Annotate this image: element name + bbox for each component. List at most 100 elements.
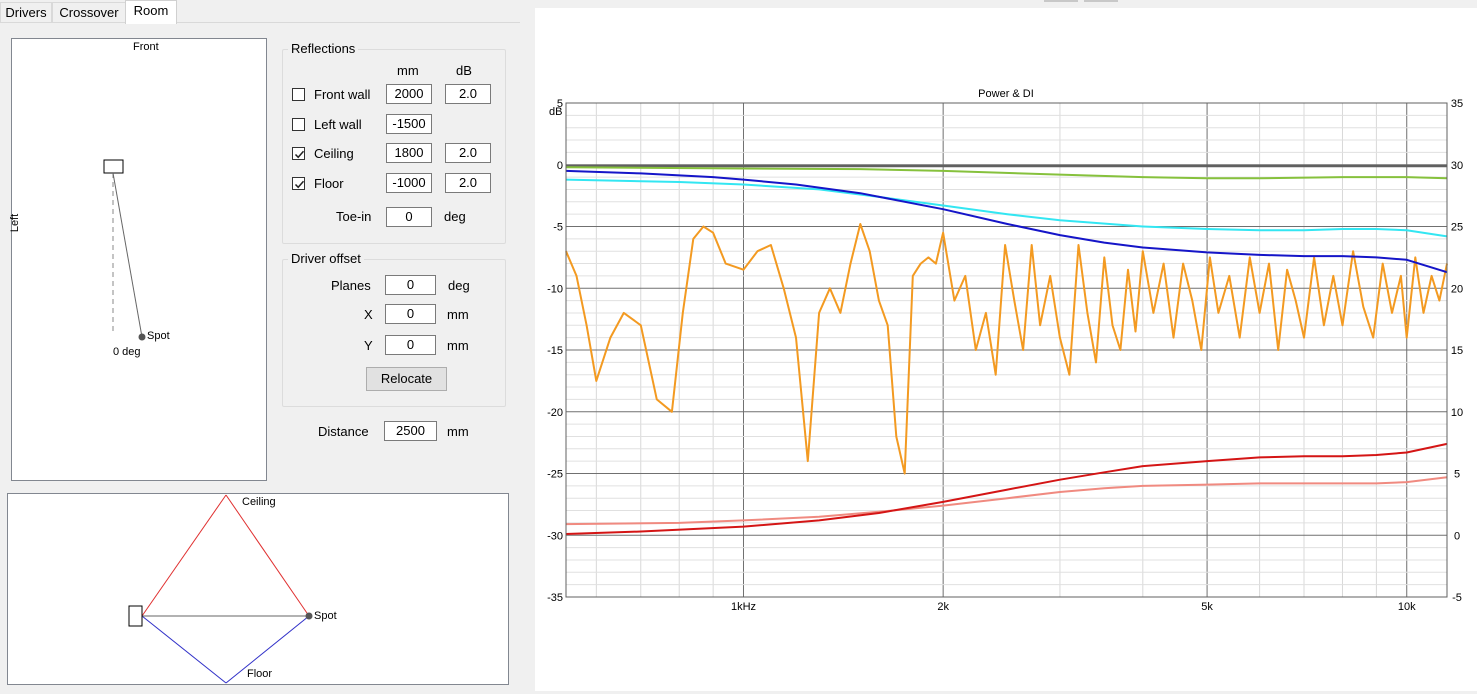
floor-db-input[interactable]: 2.0 xyxy=(445,173,491,193)
left-wall-mm-input[interactable]: -1500 xyxy=(386,114,432,134)
tab-strip: Drivers Crossover Room xyxy=(0,0,520,24)
x-offset-label: X xyxy=(364,307,373,322)
series-orange-line xyxy=(565,223,1448,475)
ceiling-checkbox[interactable] xyxy=(292,147,305,160)
col-mm-label: mm xyxy=(397,63,419,78)
ceiling-label: Ceiling xyxy=(314,146,354,161)
planes-unit: deg xyxy=(448,278,470,293)
distance-input[interactable]: 2500 xyxy=(384,421,437,441)
series-pink-line xyxy=(565,476,1448,526)
spot-marker xyxy=(305,612,313,620)
y-offset-label: Y xyxy=(364,338,373,353)
y-left-tick-label: -20 xyxy=(547,407,563,419)
listening-line xyxy=(112,172,143,338)
top-view-panel[interactable]: Front Left Spot 0 deg xyxy=(9,38,267,481)
reflections-title: Reflections xyxy=(288,41,359,56)
x-tick-label: 5k xyxy=(1201,601,1213,613)
scroll-button-right[interactable] xyxy=(1084,0,1118,2)
y-offset-unit: mm xyxy=(447,338,469,353)
y-right-tick-label: 35 xyxy=(1451,98,1463,110)
floor-label: Floor xyxy=(314,176,344,191)
planes-input[interactable]: 0 xyxy=(385,275,436,295)
chart-title: Power & DI xyxy=(978,88,1034,100)
y-left-tick-label: -10 xyxy=(547,283,563,295)
col-db-label: dB xyxy=(456,63,472,78)
tab-drivers[interactable]: Drivers xyxy=(0,2,52,23)
toe-in-input[interactable]: 0 xyxy=(386,207,432,227)
y-right-tick-label: 10 xyxy=(1451,407,1463,419)
left-wall-checkbox[interactable] xyxy=(292,118,305,131)
plot-border xyxy=(565,102,1448,598)
y-right-tick-label: 30 xyxy=(1451,160,1463,172)
y-right-tick-label: 20 xyxy=(1451,283,1463,295)
front-wall-db-input[interactable]: 2.0 xyxy=(445,84,491,104)
ceiling-label: Ceiling xyxy=(242,496,276,508)
y-left-tick-label: 0 xyxy=(557,160,563,172)
ceiling-ray-1 xyxy=(141,494,227,617)
x-tick-label: 10k xyxy=(1398,601,1416,613)
toe-in-label: Toe-in xyxy=(336,209,372,224)
floor-checkbox[interactable] xyxy=(292,177,305,190)
left-wall-label: Left wall xyxy=(314,117,362,132)
left-axis-label: dB xyxy=(549,106,562,118)
power-di-chart[interactable]: Power & DI dB 5 0 -5 -10 -15 -20 -25 -30 -35 35 30… xyxy=(535,8,1477,691)
x-offset-input[interactable]: 0 xyxy=(385,304,436,324)
y-right-tick-label: 25 xyxy=(1451,222,1463,234)
x-tick-label: 2k xyxy=(937,601,949,613)
top-view-drawing xyxy=(103,159,146,341)
chart-area: Power & DI dB 5 0 -5 -10 -15 -20 -25 -30 -35 35 30… xyxy=(535,8,1477,691)
ceiling-db-input[interactable]: 2.0 xyxy=(445,143,491,163)
checkmark-icon xyxy=(294,150,305,159)
driver-offset-title: Driver offset xyxy=(288,251,364,266)
reflections-group: Reflections xyxy=(282,41,506,244)
side-view-panel[interactable]: Ceiling Floor Spot xyxy=(7,493,509,685)
side-spot-label: Spot xyxy=(314,610,337,622)
y-right-tick-label: 15 xyxy=(1451,345,1463,357)
planes-label: Planes xyxy=(331,278,371,293)
series-red-line xyxy=(565,442,1448,535)
y-left-tick-label: 5 xyxy=(557,98,563,110)
spot-marker xyxy=(138,333,146,341)
distance-label: Distance xyxy=(318,424,369,439)
checkmark-icon xyxy=(294,180,305,189)
chart-grid xyxy=(566,102,1447,598)
left-label: Left xyxy=(9,213,22,233)
front-label: Front xyxy=(133,41,159,53)
ceiling-ray-2 xyxy=(225,494,310,617)
speaker-box-icon xyxy=(128,605,143,627)
relocate-button[interactable]: Relocate xyxy=(366,367,447,391)
series-blue-line xyxy=(565,169,1448,274)
y-right-tick-label: -5 xyxy=(1452,592,1462,604)
toe-in-unit: deg xyxy=(444,209,466,224)
tab-room[interactable]: Room xyxy=(125,0,177,24)
y-left-tick-label: -25 xyxy=(547,469,563,481)
floor-ray-2 xyxy=(225,615,310,684)
spot-label: Spot xyxy=(147,330,170,342)
y-left-tick-label: -15 xyxy=(547,345,563,357)
series-cyan-line xyxy=(565,178,1448,238)
tab-crossover[interactable]: Crossover xyxy=(52,2,126,23)
front-wall-label: Front wall xyxy=(314,87,371,102)
front-wall-mm-input[interactable]: 2000 xyxy=(386,84,432,104)
side-view-drawing xyxy=(128,494,313,684)
floor-mm-input[interactable]: -1000 xyxy=(386,173,432,193)
room-tab-page: Front Left Spot 0 deg Reflections mm dB … xyxy=(0,22,520,692)
ceiling-mm-input[interactable]: 1800 xyxy=(386,143,432,163)
series-green-line xyxy=(565,166,1448,180)
floor-reflection-label: Floor xyxy=(247,668,273,680)
front-wall-checkbox[interactable] xyxy=(292,88,305,101)
y-offset-input[interactable]: 0 xyxy=(385,335,436,355)
y-right-tick-label: 5 xyxy=(1454,469,1460,481)
y-right-tick-label: 0 xyxy=(1454,530,1460,542)
angle-label: 0 deg xyxy=(113,346,141,358)
chart-series xyxy=(565,164,1448,535)
x-tick-label: 1kHz xyxy=(731,601,756,613)
y-left-tick-label: -30 xyxy=(547,530,563,542)
speaker-box-icon xyxy=(103,159,124,174)
distance-unit: mm xyxy=(447,424,469,439)
scroll-button-left[interactable] xyxy=(1044,0,1078,2)
y-left-tick-label: -5 xyxy=(553,222,563,234)
x-offset-unit: mm xyxy=(447,307,469,322)
y-left-tick-label: -35 xyxy=(547,592,563,604)
floor-ray-1 xyxy=(141,615,227,684)
